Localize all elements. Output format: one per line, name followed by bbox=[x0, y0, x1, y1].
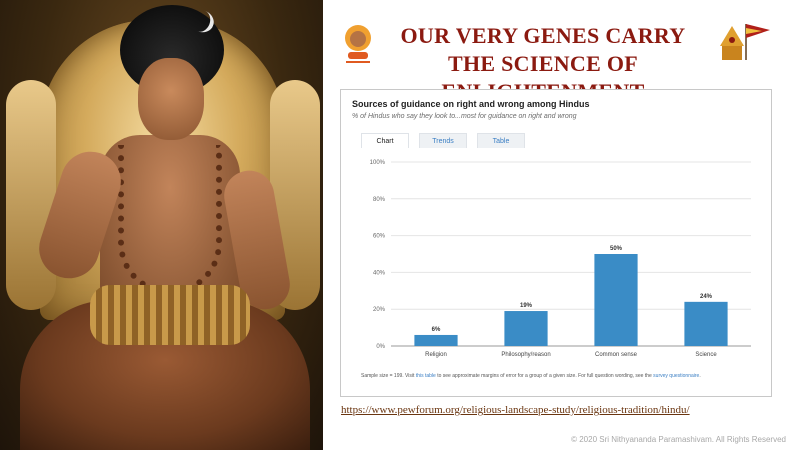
footnote-text-start: Sample size = 199. Visit bbox=[361, 373, 416, 379]
chart-footnote: Sample size = 199. Visit this table to s… bbox=[361, 373, 701, 379]
x-tick-label: Science bbox=[695, 352, 717, 358]
chart-tabs: Chart Trends Table bbox=[361, 133, 535, 148]
bead-garland bbox=[118, 145, 222, 295]
y-tick-label: 40% bbox=[373, 270, 386, 276]
portrait-image bbox=[0, 0, 323, 450]
guru-emblem-icon bbox=[345, 25, 371, 63]
throne-arm-left bbox=[6, 80, 56, 310]
chart-title: Sources of guidance on right and wrong a… bbox=[352, 99, 590, 109]
copyright-text: © 2020 Sri Nithyananda Paramashivam. All… bbox=[571, 435, 786, 444]
chart-subtitle: % of Hindus who say they look to...most … bbox=[352, 113, 577, 120]
y-tick-label: 60% bbox=[373, 234, 386, 240]
tab-chart[interactable]: Chart bbox=[361, 133, 409, 148]
y-tick-label: 20% bbox=[373, 307, 386, 313]
y-tick-label: 80% bbox=[373, 197, 386, 203]
x-tick-label: Common sense bbox=[595, 352, 638, 358]
data-label: 24% bbox=[700, 294, 713, 300]
tab-table[interactable]: Table bbox=[477, 133, 525, 148]
temple-flag-icon bbox=[720, 24, 770, 60]
y-tick-label: 0% bbox=[376, 344, 385, 350]
bar bbox=[504, 311, 548, 346]
y-tick-label: 100% bbox=[370, 160, 386, 166]
data-label: 6% bbox=[432, 327, 441, 333]
footnote-questionnaire-link[interactable]: survey questionnaire bbox=[653, 373, 700, 379]
footnote-table-link[interactable]: this table bbox=[415, 373, 436, 379]
footnote-text-end: . bbox=[699, 373, 701, 379]
bar-chart: 0% 20% 40% 60% 80% 100% 6% Religion 19% Philosoph… bbox=[370, 160, 751, 358]
data-label: 19% bbox=[520, 303, 533, 309]
x-tick-label: Religion bbox=[425, 352, 447, 358]
tab-trends[interactable]: Trends bbox=[419, 133, 467, 148]
golden-cloth bbox=[90, 285, 250, 345]
face bbox=[138, 58, 204, 140]
x-tick-label: Philosophy/reason bbox=[501, 352, 550, 358]
footnote-text-middle: to see approximate margins of error for … bbox=[435, 373, 654, 379]
bar bbox=[684, 301, 728, 346]
data-label: 50% bbox=[610, 246, 623, 252]
bar bbox=[594, 254, 638, 346]
bar bbox=[414, 334, 458, 346]
chart-embed: Sources of guidance on right and wrong a… bbox=[340, 89, 772, 397]
source-url-link[interactable]: https://www.pewforum.org/religious-lands… bbox=[341, 404, 690, 416]
